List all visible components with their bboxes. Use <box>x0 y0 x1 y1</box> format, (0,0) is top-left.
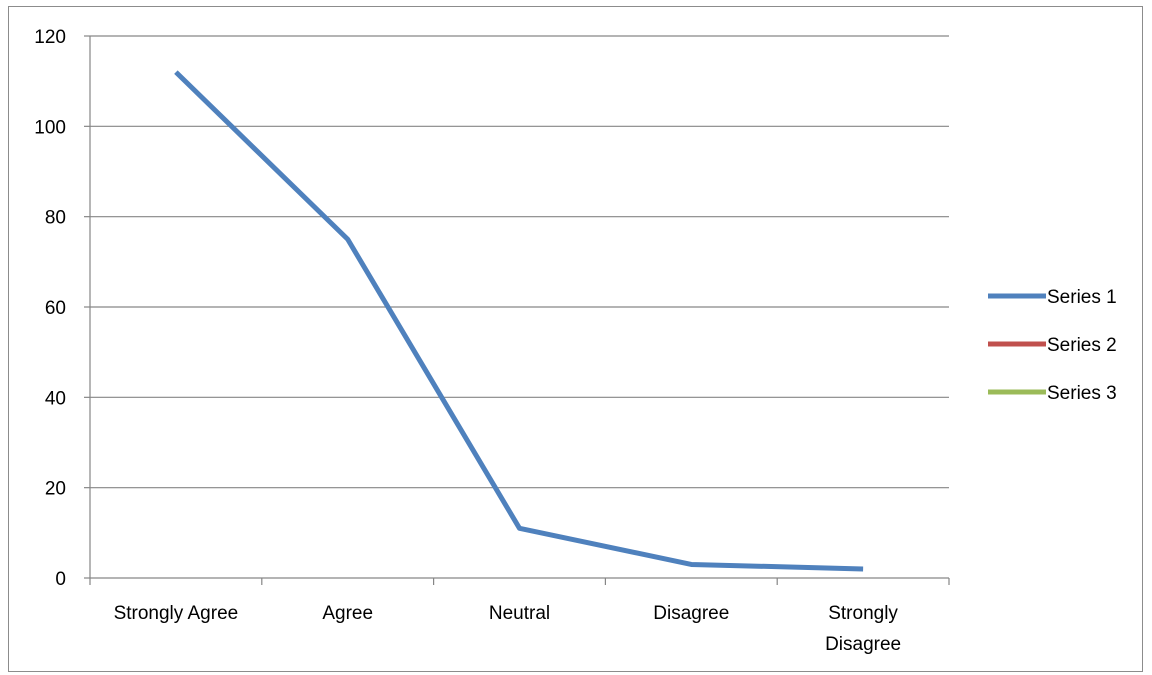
x-axis-tick-labels: Strongly Agree Agree Neutral Disagree Strong… <box>114 603 902 655</box>
y-tick-label: 120 <box>34 27 66 48</box>
x-tick-label: Strongly <box>828 603 898 624</box>
series-lines <box>174 70 864 572</box>
legend-label-series-1: Series 1 <box>1047 287 1117 308</box>
y-tick-label: 40 <box>45 388 66 409</box>
y-axis-tick-labels: 0 20 40 60 80 100 120 <box>34 27 66 590</box>
y-tick-label: 100 <box>34 117 66 138</box>
y-tick-label: 80 <box>45 208 66 229</box>
x-tick-label: Disagree <box>653 603 729 624</box>
x-tick-label: Strongly Agree <box>114 603 239 624</box>
y-tick-label: 60 <box>45 298 66 319</box>
chart-frame <box>8 6 1143 672</box>
x-tick-label: Disagree <box>825 634 901 655</box>
legend: Series 1 Series 2 Series 3 <box>988 287 1117 404</box>
axes <box>84 35 950 585</box>
y-tick-label: 20 <box>45 479 66 500</box>
legend-label-series-2: Series 2 <box>1047 335 1117 356</box>
x-tick-label: Neutral <box>489 603 550 624</box>
series-line-1 <box>174 70 864 572</box>
gridlines <box>90 35 949 489</box>
x-tick-label: Agree <box>322 603 373 624</box>
legend-label-series-3: Series 3 <box>1047 383 1117 404</box>
y-tick-label: 0 <box>55 569 66 590</box>
